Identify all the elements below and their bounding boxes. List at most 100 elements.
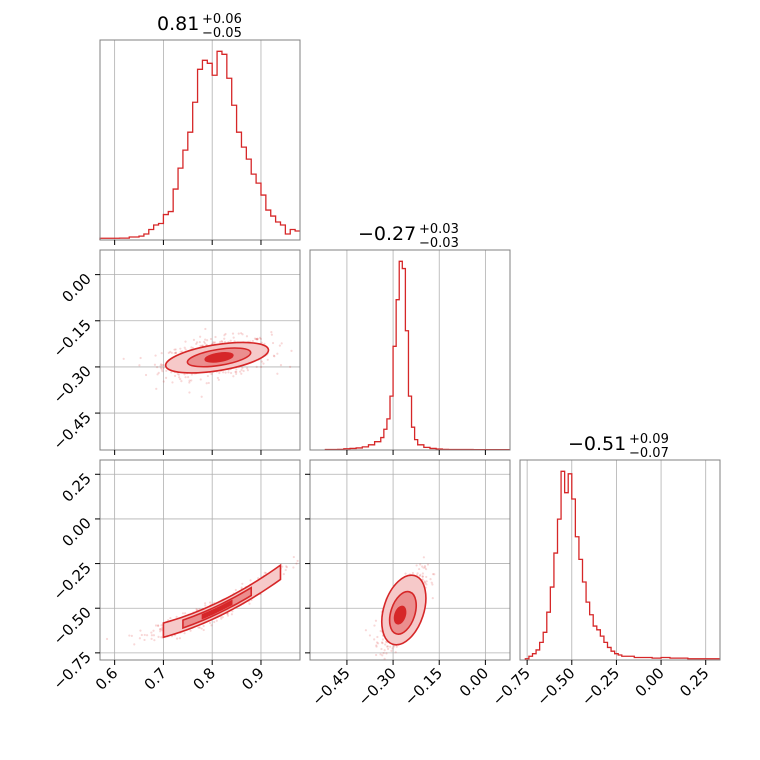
- scatter-zy-point-316: [375, 644, 378, 647]
- scatter-zx-point-419: [133, 643, 136, 646]
- scatter-zx-point-33: [130, 634, 133, 637]
- scatter-zy-point-477: [383, 657, 386, 660]
- scatter-zy-point-589: [392, 645, 396, 648]
- scatter-yx-point-387: [190, 346, 193, 349]
- scatter-zy-point-33: [404, 572, 407, 575]
- title-hist-z-plus: +0.09: [629, 432, 669, 447]
- scatter-yx-point-317: [184, 348, 187, 351]
- title-hist-x-plus: +0.06: [202, 12, 242, 27]
- scatter-zy-point-387: [373, 638, 376, 641]
- scatter-zy-point-91: [424, 568, 428, 571]
- hist-x-step-line: [99, 50, 300, 240]
- scatter-zy-point-53: [384, 640, 388, 643]
- scatter-zx-point-58: [143, 638, 146, 642]
- scatter-yx-point-561: [232, 375, 235, 378]
- scatter-yx-point-604: [235, 370, 238, 374]
- scatter-yx-point-357: [161, 364, 164, 367]
- scatter-yx-point-38: [183, 346, 186, 349]
- scatter-yx-point-495: [227, 371, 230, 374]
- scatter-zx-ytick-label-2: −0.25: [50, 559, 95, 604]
- scatter-yx-point-332: [176, 372, 179, 375]
- scatter-zx-point-222: [154, 624, 158, 627]
- title-hist-x: 0.81 +0.06 −0.05: [157, 12, 242, 41]
- scatter-zx-point-307: [159, 627, 162, 631]
- scatter-yx-point-205: [235, 368, 238, 371]
- scatter-zx-point-375: [200, 627, 203, 630]
- scatter-zy-point-7: [419, 563, 422, 566]
- scatter-zx-point-573: [249, 579, 252, 582]
- scatter-zx-point-617: [248, 602, 251, 605]
- scatter-zy-point-190: [423, 566, 427, 569]
- scatter-yx-point-221: [260, 365, 263, 369]
- scatter-yx-point-536: [192, 338, 196, 341]
- scatter-yx-point-415: [204, 338, 207, 341]
- scatter-zy-point-259: [380, 641, 384, 644]
- scatter-yx-point-528: [153, 363, 157, 366]
- scatter-zy-point-478: [424, 582, 427, 585]
- scatter-zy-point-561: [426, 563, 430, 566]
- scatter-zx-point-404: [175, 637, 179, 640]
- scatter-zx-point-628: [160, 627, 164, 630]
- scatter-yx-point-591: [160, 363, 163, 366]
- scatter-zx-point-117: [285, 565, 288, 568]
- scatter-zy-point-72: [418, 567, 421, 571]
- hist-z-xtick-label-2: −0.25: [578, 664, 623, 709]
- scatter-yx-point-40: [255, 338, 258, 341]
- scatter-yx-point-506: [177, 373, 180, 376]
- scatter-zy-point-521: [382, 652, 385, 655]
- scatter-zx-point-191: [156, 624, 160, 627]
- scatter-yx-point-261: [240, 332, 243, 335]
- scatter-zx-point-104: [234, 588, 237, 592]
- scatter-zx-point-545: [184, 612, 187, 615]
- scatter-zx-contour-inner: [201, 599, 233, 620]
- scatter-yx-point-329: [162, 380, 165, 383]
- scatter-yx-point-20: [246, 369, 249, 372]
- scatter-yx-point-598: [159, 366, 163, 370]
- scatter-zx-point-445: [208, 621, 212, 625]
- scatter-zx-point-518: [213, 620, 216, 624]
- scatter-yx-point-596: [266, 358, 269, 361]
- scatter-yx-point-518: [217, 378, 220, 381]
- title-hist-x-minus: −0.05: [202, 26, 242, 41]
- scatter-zy-point-322: [374, 619, 378, 622]
- scatter-yx-point-262: [188, 391, 191, 394]
- scatter-zy-point-329: [385, 645, 389, 648]
- scatter-yx-point-380: [209, 337, 213, 341]
- scatter-yx-ytick-label-1: −0.15: [50, 316, 95, 361]
- scatter-zx-point-494: [183, 632, 186, 635]
- scatter-yx-point-367: [204, 327, 207, 331]
- scatter-zx-point-9: [210, 624, 213, 627]
- scatter-yx-point-177: [240, 372, 243, 375]
- scatter-yx-point-326: [212, 342, 215, 345]
- scatter-zx-point-430: [231, 610, 234, 613]
- scatter-zy-xtick-label-3: 0.00: [456, 664, 492, 700]
- scatter-yx-point-603: [170, 351, 173, 354]
- scatter-yx-point-48: [235, 372, 238, 376]
- scatter-zy-point-71: [375, 653, 378, 657]
- scatter-zy-point-372: [381, 641, 384, 645]
- scatter-zy-point-264: [416, 572, 419, 575]
- scatter-zx-point-273: [230, 613, 233, 616]
- scatter-yx-point-98: [184, 340, 187, 343]
- scatter-yx-point-525: [239, 370, 242, 373]
- scatter-yx-point-404: [179, 347, 182, 350]
- scatter-zx-point-480: [178, 637, 181, 640]
- scatter-yx-point-436: [224, 332, 227, 336]
- scatter-yx-point-295: [234, 370, 237, 373]
- scatter-zx-point-328: [292, 555, 295, 559]
- scatter-yx-point-53: [160, 352, 163, 355]
- title-hist-z-value: −0.51: [568, 433, 626, 455]
- scatter-zx-point-411: [175, 615, 178, 618]
- scatter-zy-point-339: [379, 653, 382, 656]
- hist-z-xtick-label-1: −0.50: [533, 664, 578, 709]
- scatter-zy-point-128: [421, 578, 424, 581]
- scatter-yx-point-451: [280, 342, 283, 345]
- scatter-zy-point-197: [375, 641, 379, 644]
- scatter-yx-point-443: [156, 373, 159, 376]
- scatter-zx-point-389: [150, 634, 153, 637]
- scatter-zy-point-226: [415, 564, 418, 567]
- scatter-zx-ytick-label-1: 0.00: [58, 514, 94, 550]
- title-hist-z: −0.51 +0.09 −0.07: [568, 432, 669, 461]
- scatter-yx-point-484: [251, 339, 255, 343]
